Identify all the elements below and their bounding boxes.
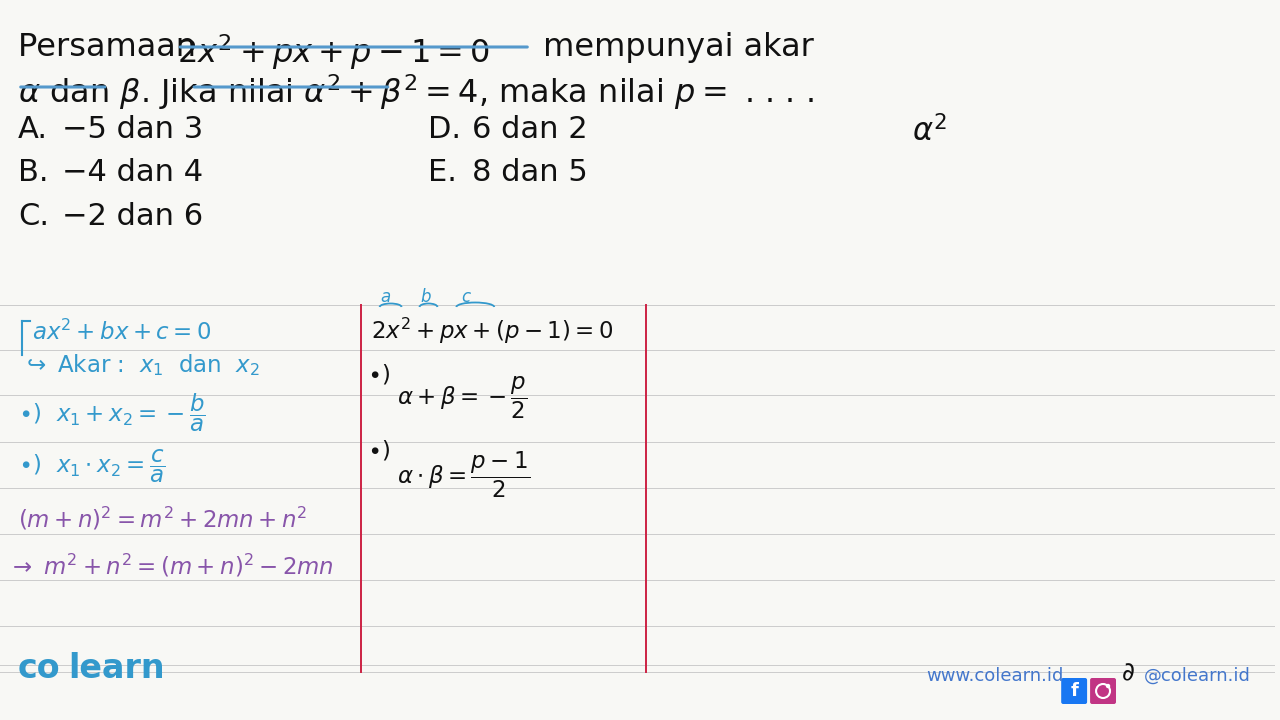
Text: b: b (421, 288, 431, 306)
Text: $\bullet)\ \ x_1 + x_2 = -\dfrac{b}{a}$: $\bullet)\ \ x_1 + x_2 = -\dfrac{b}{a}$ (18, 392, 206, 434)
Text: $ax^2 + bx + c = 0$: $ax^2 + bx + c = 0$ (32, 320, 211, 345)
Circle shape (1106, 685, 1110, 688)
FancyBboxPatch shape (1091, 678, 1116, 704)
Text: $2x^2 + px + p - 1 = 0$: $2x^2 + px + p - 1 = 0$ (178, 32, 490, 72)
Text: $\partial$: $\partial$ (1121, 661, 1135, 685)
Text: $\bullet)$: $\bullet)$ (366, 438, 390, 462)
Text: $\alpha$ dan $\beta$. Jika nilai $\alpha^2 + \beta^2 = 4$, maka nilai $p =$ . . : $\alpha$ dan $\beta$. Jika nilai $\alpha… (18, 72, 814, 112)
Text: B.: B. (18, 158, 49, 187)
Text: 6 dan 2: 6 dan 2 (472, 115, 588, 144)
Text: $\alpha + \beta = -\dfrac{p}{2}$: $\alpha + \beta = -\dfrac{p}{2}$ (397, 375, 527, 421)
Text: Persamaan: Persamaan (18, 32, 206, 63)
Text: $\rightarrow\ m^2 + n^2 = (m+n)^2 - 2mn$: $\rightarrow\ m^2 + n^2 = (m+n)^2 - 2mn$ (8, 552, 334, 579)
FancyBboxPatch shape (1061, 678, 1087, 704)
Text: D.: D. (429, 115, 462, 144)
Text: E.: E. (429, 158, 457, 187)
Text: a: a (380, 288, 390, 306)
Text: learn: learn (68, 652, 164, 685)
Text: 8 dan 5: 8 dan 5 (472, 158, 588, 187)
Text: −2 dan 6: −2 dan 6 (61, 202, 204, 231)
Text: −5 dan 3: −5 dan 3 (61, 115, 204, 144)
Text: mempunyai akar: mempunyai akar (532, 32, 814, 63)
Text: A.: A. (18, 115, 47, 144)
Text: f: f (1070, 682, 1078, 700)
Text: $\alpha \cdot \beta = \dfrac{p-1}{2}$: $\alpha \cdot \beta = \dfrac{p-1}{2}$ (397, 450, 530, 500)
Text: $2x^2 + px + (p-1) = 0$: $2x^2 + px + (p-1) = 0$ (371, 316, 613, 346)
Text: C.: C. (18, 202, 49, 231)
Text: $\bullet)\ \ x_1 \cdot x_2 = \dfrac{c}{a}$: $\bullet)\ \ x_1 \cdot x_2 = \dfrac{c}{a… (18, 448, 165, 485)
Text: $\hookrightarrow$ Akar :  $x_1$  dan  $x_2$: $\hookrightarrow$ Akar : $x_1$ dan $x_2$ (22, 352, 260, 378)
Text: www.colearn.id: www.colearn.id (927, 667, 1064, 685)
Text: c: c (461, 288, 471, 306)
Text: $\bullet)$: $\bullet)$ (366, 362, 390, 386)
Text: $\alpha^2$: $\alpha^2$ (911, 115, 947, 148)
Text: co: co (18, 652, 60, 685)
Text: @colearn.id: @colearn.id (1144, 667, 1251, 685)
Text: −4 dan 4: −4 dan 4 (61, 158, 204, 187)
Text: $(m+n)^2 = m^2 + 2mn + n^2$: $(m+n)^2 = m^2 + 2mn + n^2$ (18, 505, 307, 532)
